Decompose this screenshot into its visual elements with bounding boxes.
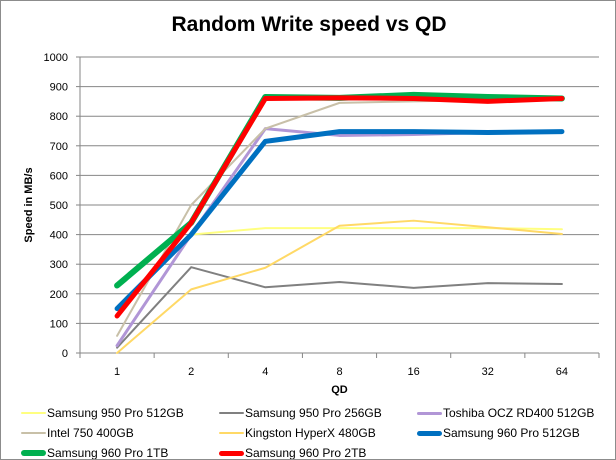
y-tick-label: 0 [62, 348, 68, 360]
legend-label: Samsung 960 Pro 2TB [245, 446, 367, 460]
x-tick-label: 16 [408, 366, 420, 378]
legend-label: Samsung 950 Pro 256GB [245, 406, 382, 420]
legend-label: Intel 750 400GB [47, 426, 134, 440]
x-axis-title: QD [331, 384, 348, 396]
series-line [114, 95, 565, 319]
x-tick-label: 1 [114, 366, 120, 378]
x-tick-label: 64 [556, 366, 568, 378]
legend-item: Samsung 960 Pro 2TB [219, 446, 367, 460]
y-axis-title: Speed in MB/s [23, 167, 35, 242]
y-tick-label: 100 [50, 318, 68, 330]
legend-label: Kingston HyperX 480GB [245, 426, 376, 440]
legend-swatch [21, 432, 46, 434]
legend-item: Toshiba OCZ RD400 512GB [417, 406, 594, 420]
x-tick-label: 4 [262, 366, 268, 378]
legend-label: Toshiba OCZ RD400 512GB [443, 406, 595, 420]
legend-label: Samsung 950 Pro 512GB [47, 406, 184, 420]
legend-item: Samsung 960 Pro 1TB [21, 446, 169, 460]
series-line [116, 219, 563, 354]
legend-swatch [417, 430, 442, 436]
y-tick-label: 800 [50, 111, 68, 123]
plot-area: 0 100 200 300 400 500 600 700 800 900 1000 1 2 4 8 16 32… [23, 52, 600, 396]
legend-swatch [417, 411, 442, 415]
legend-swatch [219, 450, 244, 456]
legend-item: Intel 750 400GB [21, 426, 134, 440]
y-tick-label: 1000 [44, 52, 68, 64]
legend-swatch [21, 412, 46, 414]
legend-item: Kingston HyperX 480GB [219, 426, 376, 440]
legend-label: Samsung 960 Pro 512GB [443, 426, 580, 440]
series-line [116, 266, 563, 349]
legend-item: Samsung 960 Pro 512GB [417, 426, 580, 440]
x-tick-label: 2 [188, 366, 194, 378]
y-tick-label: 600 [50, 170, 68, 182]
x-tick-label: 8 [336, 366, 342, 378]
series-line [114, 129, 565, 312]
y-tick-label: 200 [50, 289, 68, 301]
legend-swatch [219, 412, 244, 414]
legend-swatch [219, 432, 244, 434]
series-line [114, 91, 565, 289]
y-tick-label: 900 [50, 82, 68, 94]
y-tick-label: 700 [50, 141, 68, 153]
chart-title: Random Write speed vs QD [171, 13, 447, 36]
legend-label: Samsung 960 Pro 1TB [47, 446, 169, 460]
legend-item: Samsung 950 Pro 256GB [219, 406, 382, 420]
y-tick-label: 500 [50, 200, 68, 212]
legend-item: Samsung 950 Pro 512GB [21, 406, 184, 420]
series-line [115, 127, 564, 348]
y-tick-label: 400 [50, 230, 68, 242]
x-tick-label: 32 [482, 366, 494, 378]
legend-swatch [21, 450, 46, 456]
y-tick-label: 300 [50, 259, 68, 271]
